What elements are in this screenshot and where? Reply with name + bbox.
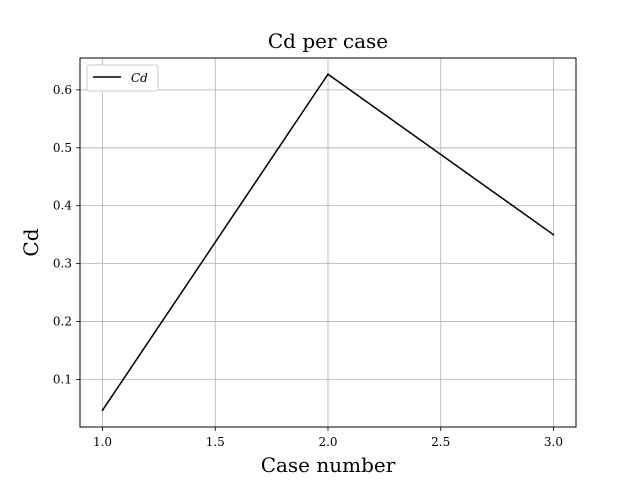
x-tick-label: 2.0: [318, 435, 337, 449]
series-layer: [101, 73, 555, 412]
axis-ticks: 1.0 1.5 2.0 2.5 3.0 0.1 0.2 0.3 0.4 0.5 0.6: [53, 83, 563, 449]
y-tick-label: 0.2: [53, 315, 72, 329]
x-tick-label: 2.5: [431, 435, 450, 449]
y-tick-label: 0.3: [53, 257, 72, 271]
x-axis-title: Case number: [261, 453, 396, 477]
y-axis-title: Cd: [19, 228, 43, 256]
x-tick-label: 1.0: [93, 435, 112, 449]
chart-title: Cd per case: [268, 29, 388, 53]
data-point: [552, 233, 555, 236]
legend-box: [86, 64, 159, 92]
y-tick-label: 0.1: [53, 372, 72, 386]
data-point: [327, 73, 329, 76]
y-tick-label: 0.5: [53, 141, 72, 155]
grid-lines: [80, 58, 576, 427]
x-tick-label: 3.0: [544, 435, 563, 449]
legend: Cd: [86, 64, 159, 92]
legend-label-cd: Cd: [131, 71, 148, 85]
y-tick-label: 0.4: [53, 199, 72, 213]
y-tick-label: 0.6: [53, 83, 72, 97]
x-tick-label: 1.5: [206, 435, 225, 449]
data-point: [101, 409, 104, 412]
